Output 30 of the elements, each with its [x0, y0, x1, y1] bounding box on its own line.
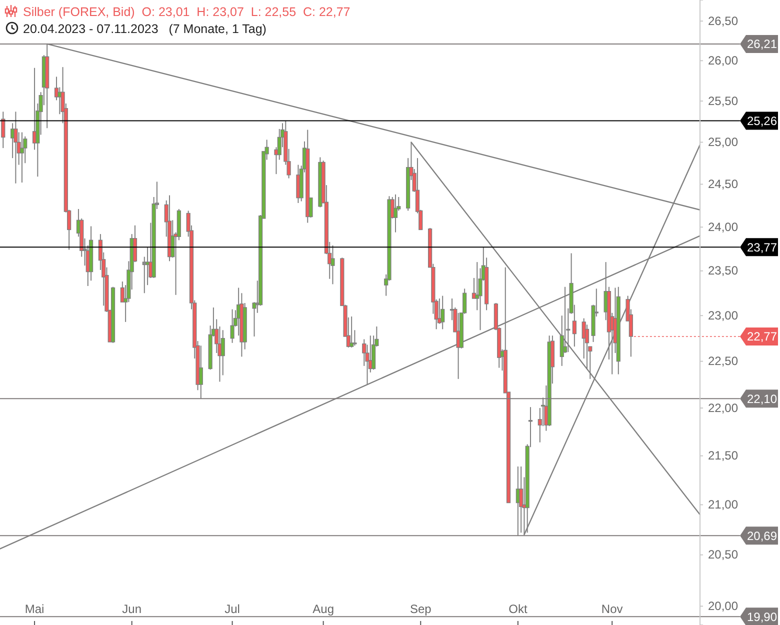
ref-line-label: 25,26 [746, 114, 778, 128]
y-tick-label: 22,50 [708, 354, 738, 368]
ref-line-label: 19,90 [746, 610, 778, 624]
y-tick-label: 26,00 [708, 54, 738, 68]
text: 20.04.2023 - 07.11.2023 (7 Monate, 1 Tag) [23, 22, 266, 36]
ref-line-label: 23,77 [746, 240, 778, 254]
y-tick-label: 26,50 [708, 14, 738, 28]
y-tick-label: 22,00 [708, 400, 738, 415]
y-tick-label: 23,50 [708, 264, 738, 278]
y-tick-label: 25,50 [708, 94, 738, 108]
x-tick-label: Nov [601, 602, 623, 616]
x-tick-label: Mai [24, 602, 44, 616]
y-tick-label: 21,50 [708, 448, 738, 463]
annotation: 22,77 [746, 330, 778, 344]
x-tick-label: Sep [410, 602, 432, 616]
y-tick-label: 25,00 [708, 135, 738, 150]
ref-line-label: 22,10 [746, 392, 778, 406]
ref-line-label: 26,21 [746, 37, 778, 52]
chart-title: Silber (FOREX, Bid) O: 23,01 H: 23,07 L: 22,55 C: 22,77 [23, 5, 350, 19]
y-tick-label: 20,00 [708, 599, 738, 614]
x-tick-label: Okt [508, 602, 528, 616]
y-tick-label: 20,50 [708, 548, 738, 562]
y-tick-label: 24,50 [708, 177, 738, 192]
x-tick-label: Jul [224, 602, 240, 616]
ref-line-label: 20,69 [746, 528, 778, 543]
y-tick-label: 23,00 [708, 308, 738, 322]
x-tick-label: Jun [122, 602, 142, 616]
y-tick-label: 21,00 [708, 498, 738, 512]
x-tick-label: Aug [312, 602, 334, 616]
y-tick-label: 24,00 [708, 220, 738, 234]
